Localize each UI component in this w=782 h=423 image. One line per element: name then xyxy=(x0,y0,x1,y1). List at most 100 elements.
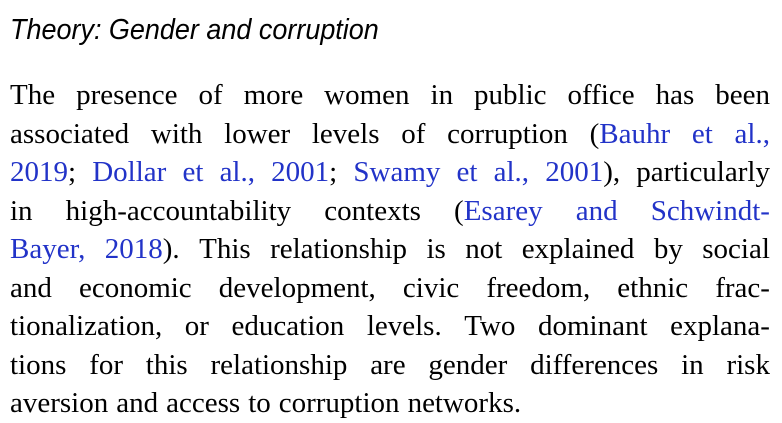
body-paragraph: The presence of more women in public office has b… xyxy=(10,76,770,423)
word: corruption xyxy=(447,115,568,154)
citation-link[interactable]: et xyxy=(182,156,204,188)
citation-link[interactable]: et xyxy=(691,117,713,150)
word: This xyxy=(199,230,251,269)
word: associated xyxy=(10,115,129,154)
word: The xyxy=(10,76,55,115)
word: tionalization, xyxy=(10,307,162,346)
citation-link[interactable]: al., xyxy=(219,156,255,188)
word: and xyxy=(116,384,158,423)
text-fragment: for xyxy=(89,348,124,381)
word: of xyxy=(401,115,425,154)
text-fragment: contexts xyxy=(324,194,421,227)
word: high-accountability xyxy=(66,192,292,231)
word: for xyxy=(89,346,123,385)
citation-link[interactable]: Bauhr xyxy=(599,117,671,150)
citation-link[interactable]: 2001 xyxy=(271,156,330,188)
citation-link[interactable]: 2001 xyxy=(545,156,604,188)
word: Dollar xyxy=(92,153,166,192)
word: differences xyxy=(530,346,658,385)
citation-link[interactable]: 2019 xyxy=(10,156,68,188)
citation-link[interactable]: al., xyxy=(493,156,530,188)
text-fragment: high-accountability xyxy=(65,194,292,227)
word: et xyxy=(457,153,478,192)
text-fragment: not xyxy=(465,233,503,265)
text-fragment: development, xyxy=(218,271,376,304)
word: contexts xyxy=(324,192,421,231)
word: office xyxy=(568,76,635,115)
citation-link[interactable]: et xyxy=(456,156,478,188)
text-fragment: office xyxy=(567,79,635,111)
word: to xyxy=(248,384,271,423)
text-line: tions for this relationship are gender differe… xyxy=(10,346,770,385)
citation-link[interactable]: Swamy xyxy=(353,156,441,188)
word: levels xyxy=(312,115,380,154)
word: Schwindt- xyxy=(651,192,770,231)
word: of xyxy=(198,76,222,115)
text-fragment: levels. xyxy=(366,310,442,342)
word: in xyxy=(431,76,454,115)
citation-link[interactable]: and xyxy=(575,194,618,227)
text-fragment: ; xyxy=(68,156,77,188)
text-fragment: corruption xyxy=(447,117,568,150)
text-fragment: social xyxy=(702,233,770,265)
word: in xyxy=(681,346,704,385)
text-fragment: civic xyxy=(402,271,460,304)
text-fragment: is xyxy=(426,233,446,265)
text-fragment: of xyxy=(401,117,426,150)
text-fragment: risk xyxy=(726,348,770,381)
word: (Esarey xyxy=(454,192,543,231)
word: or xyxy=(185,307,209,346)
word: networks. xyxy=(408,384,522,423)
text-fragment: to xyxy=(248,387,271,419)
word: ethnic xyxy=(617,269,688,308)
text-fragment: tionalization, xyxy=(10,310,163,342)
text-fragment: ; xyxy=(329,156,338,188)
text-line: and economic development, civic freedom, ethn… xyxy=(10,269,770,308)
word: economic xyxy=(79,269,192,308)
section-heading: Theory: Gender and corruption xyxy=(10,14,379,46)
text-fragment: corruption xyxy=(278,387,400,419)
text-fragment: tions xyxy=(10,348,67,381)
citation-link[interactable]: Dollar xyxy=(92,156,167,188)
word: tions xyxy=(10,346,66,385)
word: with xyxy=(151,115,203,154)
word: civic xyxy=(403,269,459,308)
text-fragment: ( xyxy=(454,194,464,227)
word: et xyxy=(692,115,713,154)
text-fragment: The xyxy=(10,79,56,111)
word: development, xyxy=(219,269,376,308)
word: relationship xyxy=(210,346,347,385)
word: education xyxy=(232,307,345,346)
text-fragment: presence xyxy=(76,79,178,111)
word: relationship xyxy=(270,230,407,269)
text-fragment: ), xyxy=(603,156,621,188)
word: dominant xyxy=(538,307,648,346)
text-fragment: in xyxy=(681,348,704,381)
text-line: Bayer, 2018). This relationship is not explain… xyxy=(10,230,770,269)
word: Swamy xyxy=(353,153,440,192)
word: al., xyxy=(735,115,770,154)
citation-link[interactable]: al., xyxy=(734,117,770,150)
text-fragment: relationship xyxy=(270,233,408,265)
citation-link[interactable]: Schwindt- xyxy=(650,194,770,227)
word: in xyxy=(10,192,33,231)
word: corruption xyxy=(279,384,400,423)
word: Two xyxy=(464,307,515,346)
word: are xyxy=(370,346,405,385)
citation-link[interactable]: Esarey xyxy=(463,194,543,227)
citation-link[interactable]: Bayer, xyxy=(10,233,86,265)
word: explained xyxy=(522,230,635,269)
word: gender xyxy=(428,346,507,385)
text-fragment: frac- xyxy=(715,271,770,304)
word: 2018). xyxy=(105,230,180,269)
word: 2001; xyxy=(271,153,337,192)
word: al., xyxy=(220,153,255,192)
text-fragment: economic xyxy=(78,271,192,304)
text-fragment: women xyxy=(324,79,410,111)
text-fragment: This xyxy=(199,233,251,265)
text-fragment: freedom, xyxy=(486,271,591,304)
citation-link[interactable]: 2018 xyxy=(104,233,163,265)
text-fragment: relationship xyxy=(210,348,348,381)
word: Bayer, xyxy=(10,230,85,269)
text-fragment: networks. xyxy=(407,387,522,419)
